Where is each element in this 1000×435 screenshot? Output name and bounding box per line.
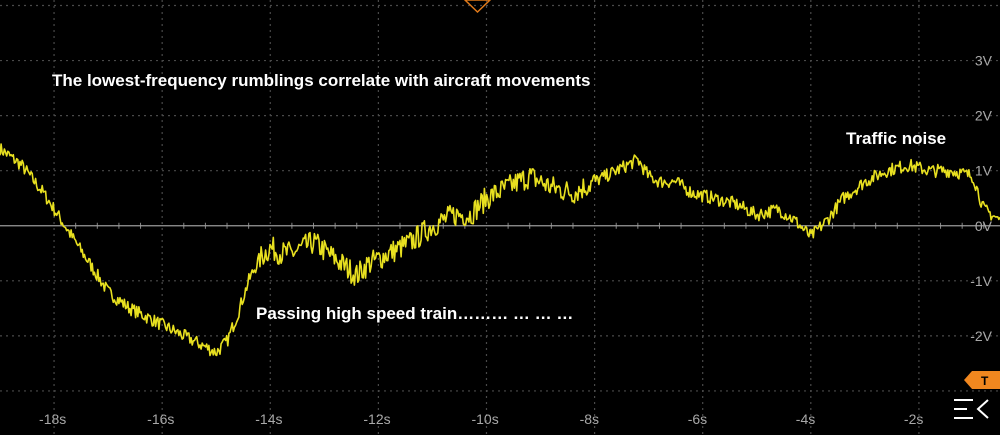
trace-layer: [0, 143, 1000, 357]
signal-trace: [0, 143, 1000, 357]
x-tick-label: -14s: [255, 411, 282, 427]
trigger-position-marker: [463, 0, 492, 14]
trigger-level-tag[interactable]: T: [964, 371, 1000, 389]
x-tick-label: -12s: [363, 411, 390, 427]
annotation-train: Passing high speed train……… … … …: [256, 304, 573, 323]
y-tick-label: 0V: [975, 218, 993, 234]
x-tick-label: -6s: [688, 411, 707, 427]
annotation-aircraft: The lowest-frequency rumblings correlate…: [52, 71, 590, 90]
x-tick-label: -2s: [904, 411, 923, 427]
x-tick-label: -10s: [471, 411, 498, 427]
x-tick-label: -8s: [580, 411, 599, 427]
y-tick-label: 2V: [975, 108, 993, 124]
annotation-traffic: Traffic noise: [846, 129, 946, 148]
x-tick-labels: -18s -16s -14s -12s -10s -8s -6s -4s -2s: [39, 411, 923, 427]
y-tick-labels: 3V 2V 1V 0V -1V -2V: [970, 53, 992, 344]
x-tick-label: -4s: [796, 411, 815, 427]
y-tick-label: 1V: [975, 163, 993, 179]
trigger-label: T: [981, 374, 989, 388]
y-tick-label: -2V: [970, 328, 992, 344]
x-tick-label: -18s: [39, 411, 66, 427]
y-tick-label: 3V: [975, 53, 993, 69]
menu-collapse-icon[interactable]: [954, 399, 989, 419]
y-tick-label: -1V: [970, 273, 992, 289]
x-tick-label: -16s: [147, 411, 174, 427]
